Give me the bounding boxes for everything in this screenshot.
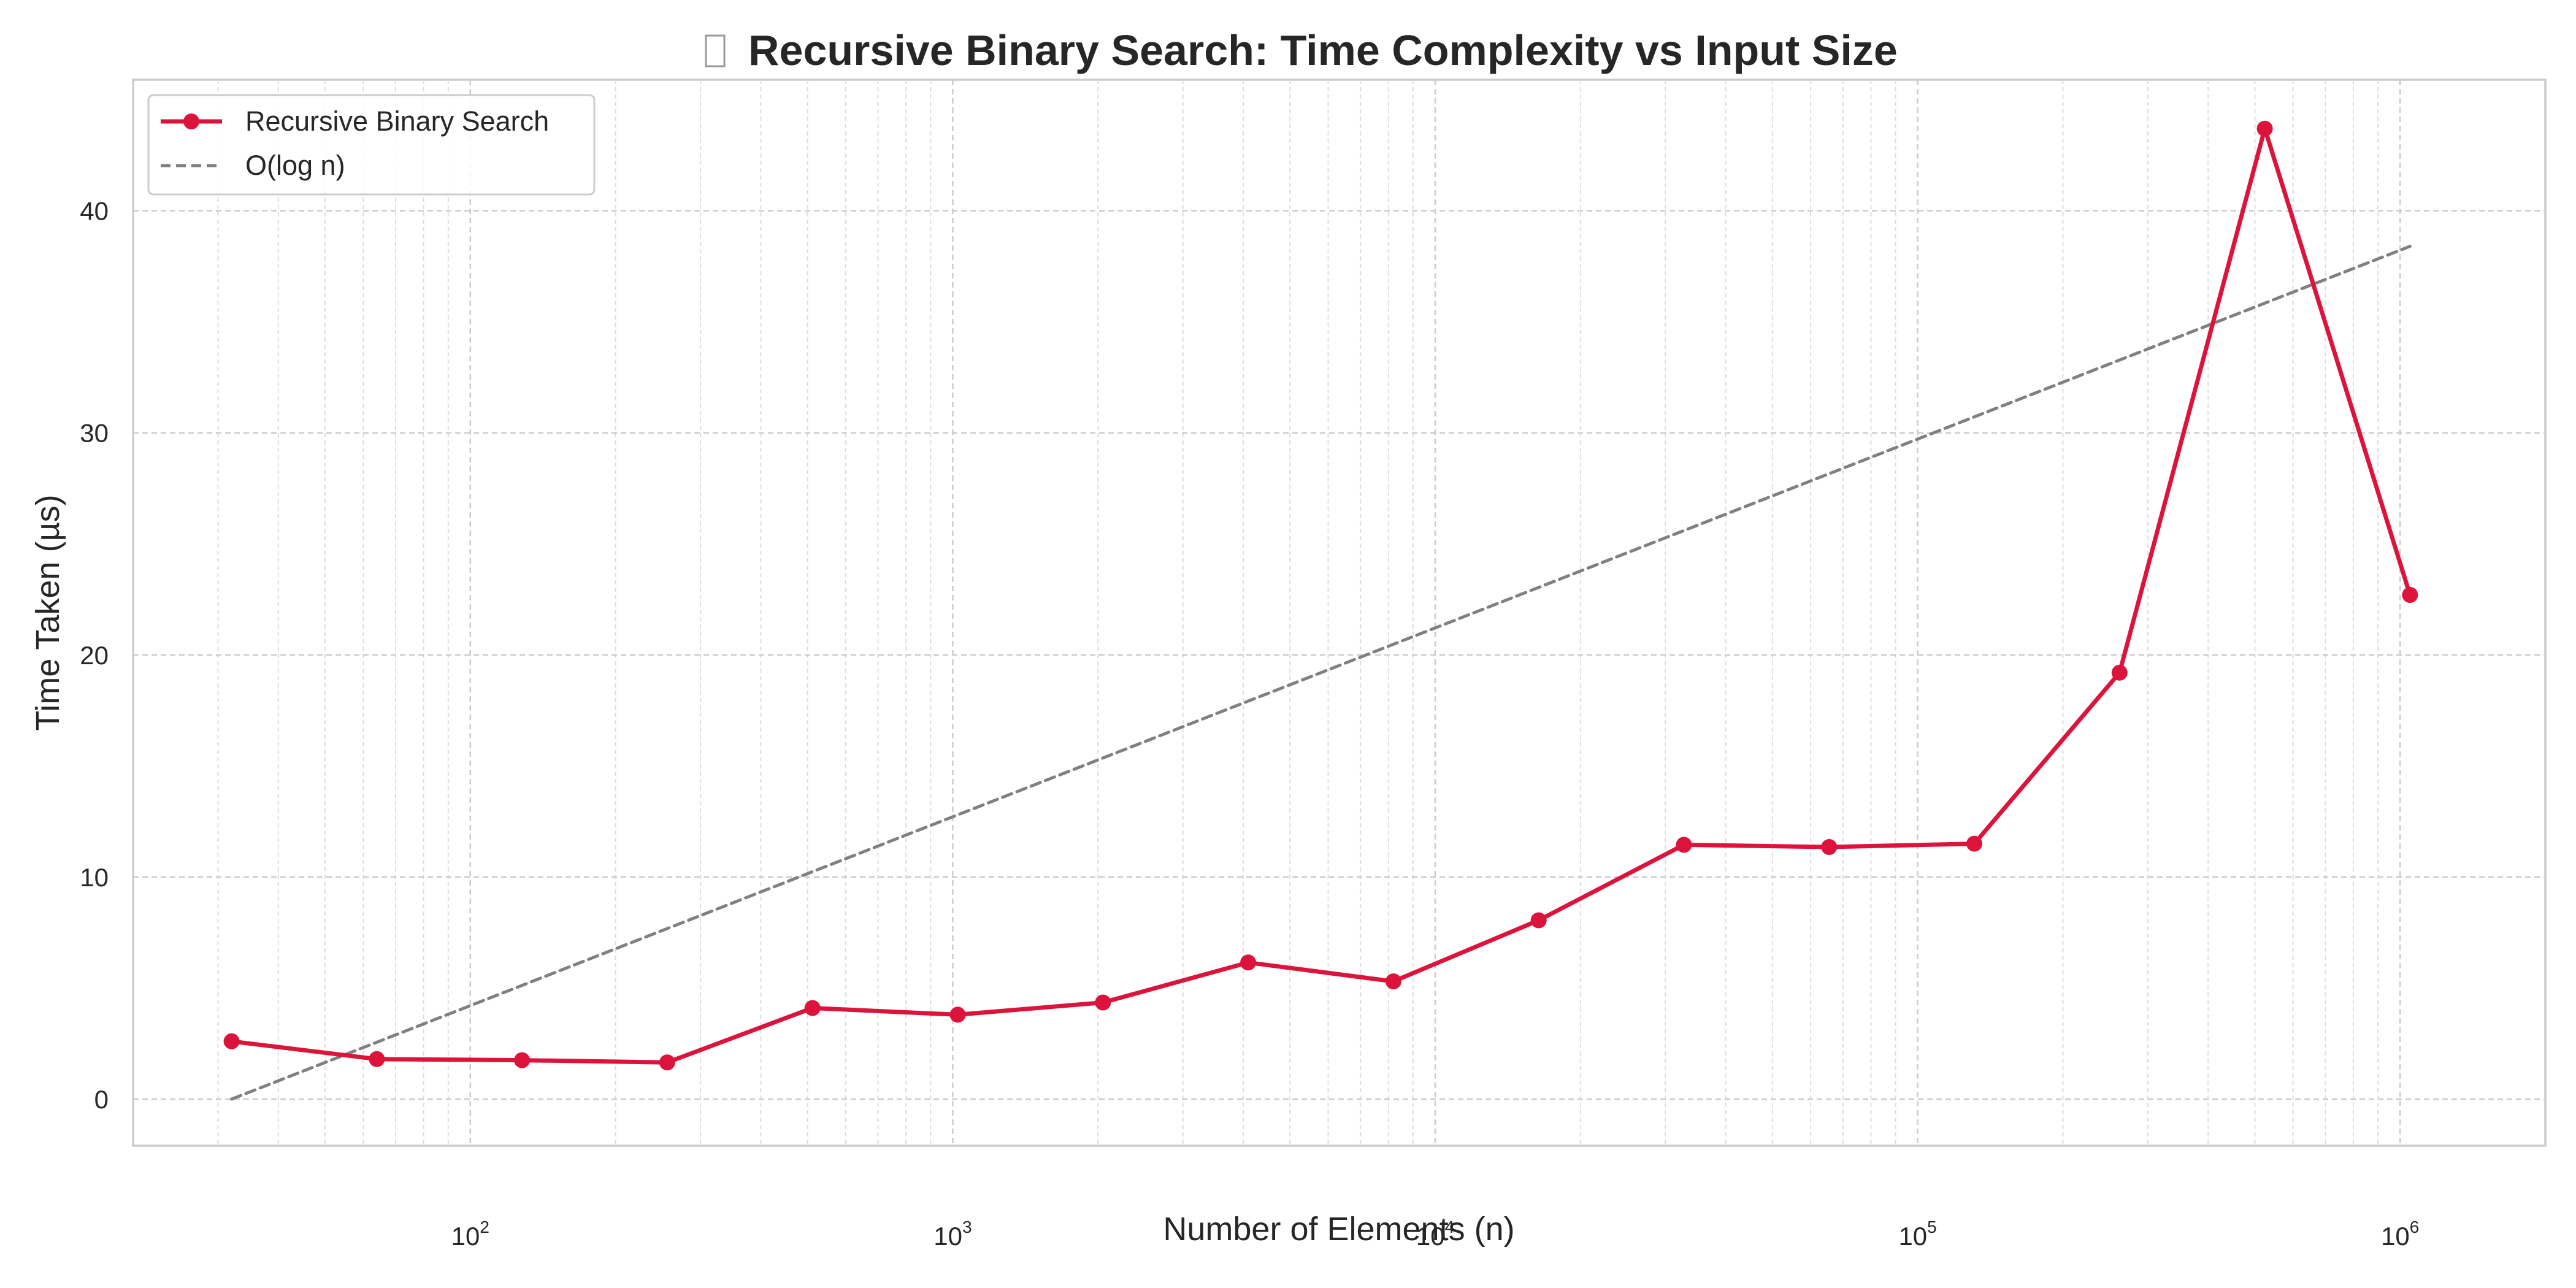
x-tick-label: 105 xyxy=(1898,1217,1936,1251)
data-point xyxy=(1676,837,1692,853)
chart-title: Recursive Binary Search: Time Complexity… xyxy=(748,26,1898,74)
legend-label-recursive: Recursive Binary Search xyxy=(245,105,549,137)
data-point xyxy=(1530,912,1547,929)
data-point xyxy=(2402,587,2418,603)
data-point xyxy=(1966,835,1982,852)
legend-label-ologn: O(log n) xyxy=(245,150,345,181)
legend: Recursive Binary Search O(log n) xyxy=(147,94,596,196)
data-point xyxy=(659,1054,675,1071)
series-line-o-log-n xyxy=(230,245,2412,1101)
y-tick-label: 10 xyxy=(80,863,109,892)
data-point xyxy=(1385,973,1401,990)
legend-entry-ologn: O(log n) xyxy=(161,150,345,181)
x-tick-label: 106 xyxy=(2381,1217,2419,1251)
data-point xyxy=(223,1033,240,1049)
title-group: Recursive Binary Search: Time Complexity… xyxy=(705,26,1898,74)
y-axis-label: Time Taken (µs) xyxy=(29,494,66,730)
y-tick-label: 0 xyxy=(94,1085,109,1114)
x-axis-ticks: 102 103 104 105 106 xyxy=(451,1217,2420,1251)
data-point xyxy=(1095,994,1111,1011)
x-tick-label: 103 xyxy=(933,1217,972,1251)
data-point xyxy=(949,1006,966,1023)
data-point xyxy=(1240,954,1257,971)
y-axis-ticks: 0 10 20 30 40 xyxy=(80,197,109,1114)
legend-swatch-marker xyxy=(183,113,199,129)
x-axis-label: Number of Elements (n) xyxy=(1163,1211,1514,1248)
data-point xyxy=(804,1000,821,1016)
data-point xyxy=(369,1051,385,1067)
plot-area xyxy=(132,79,2547,1147)
series-layer xyxy=(223,120,2418,1101)
y-tick-label: 40 xyxy=(80,197,109,226)
y-tick-label: 30 xyxy=(80,419,109,448)
x-tick-label: 102 xyxy=(451,1217,489,1251)
x-tick-label: 104 xyxy=(1416,1217,1454,1251)
legend-entry-recursive: Recursive Binary Search xyxy=(161,105,549,137)
data-point xyxy=(2111,664,2128,681)
legend-box xyxy=(147,94,596,196)
y-tick-label: 20 xyxy=(80,641,109,670)
data-point xyxy=(1821,839,1838,855)
missing-glyph-icon xyxy=(705,34,726,67)
data-point xyxy=(514,1052,531,1068)
series-line-recursive-binary-search xyxy=(229,126,2412,1065)
data-point xyxy=(2256,120,2273,137)
grid-layer xyxy=(133,80,2545,1146)
